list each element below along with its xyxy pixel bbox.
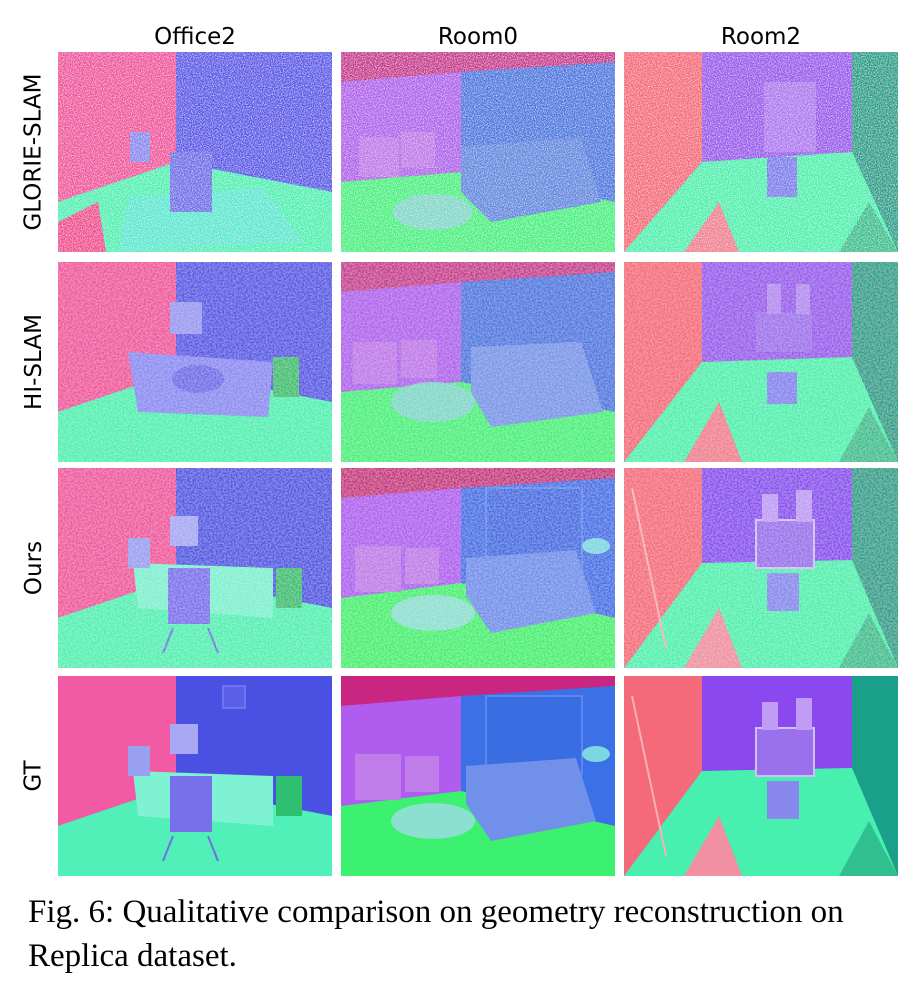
- panel-gt-office2: [58, 676, 332, 876]
- figure-caption: Fig. 6: Qualitative comparison on geomet…: [28, 894, 844, 974]
- row-label-gt: GT: [21, 760, 47, 792]
- panel-hi-slam-office2: [58, 262, 332, 462]
- panel-gt-room0: [341, 676, 615, 876]
- panel-glorie-slam-room2: [624, 52, 898, 252]
- panel-ours-room0: [341, 468, 615, 668]
- column-header-office2: Office2: [154, 24, 236, 50]
- panel-ours-office2: [58, 468, 332, 668]
- column-header-room0: Room0: [437, 24, 519, 50]
- panel-hi-slam-room0: [341, 262, 615, 462]
- column-header-room2: Room2: [720, 24, 802, 50]
- row-label-ours: Ours: [21, 540, 47, 596]
- panel-ours-room2: [624, 468, 898, 668]
- row-label-glorie-slam: GLORIE-SLAM: [21, 73, 48, 231]
- row-label-hi-slam: HI-SLAM: [21, 314, 47, 410]
- panel-glorie-slam-office2: [58, 52, 332, 252]
- panel-glorie-slam-room0: [341, 52, 615, 252]
- panel-hi-slam-room2: [624, 262, 898, 462]
- panel-gt-room2: [624, 676, 898, 876]
